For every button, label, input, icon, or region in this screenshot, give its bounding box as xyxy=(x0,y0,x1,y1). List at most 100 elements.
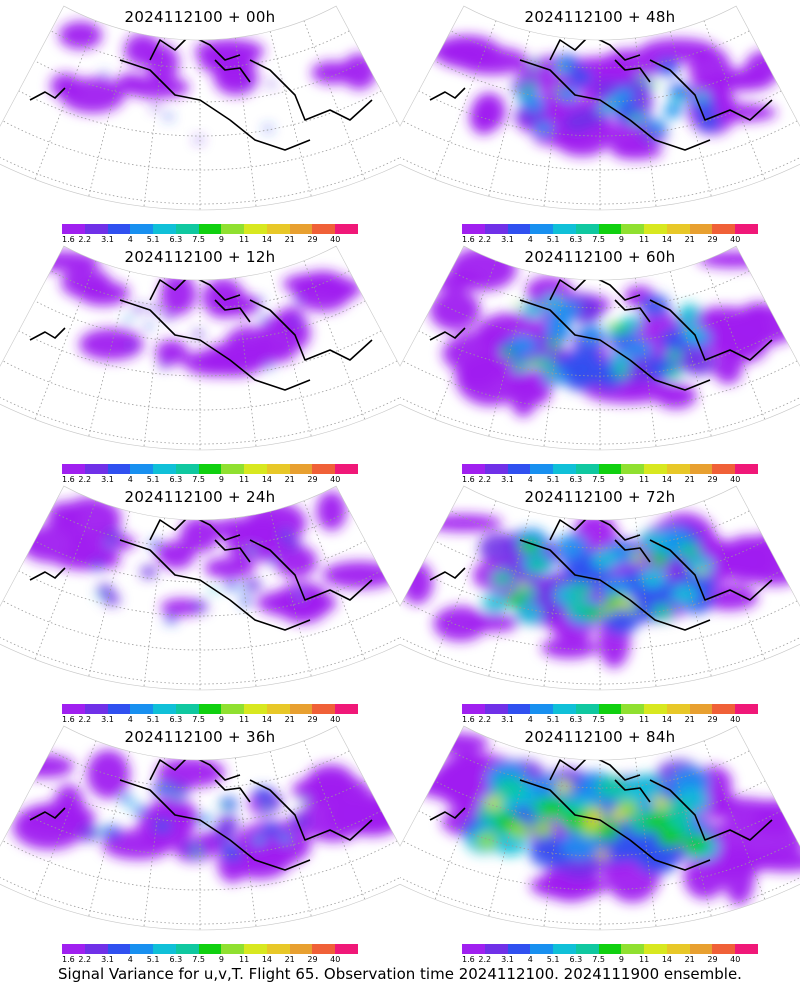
panel-title: 2024112100 + 60h xyxy=(524,248,676,266)
colorbar-tick-label: 4 xyxy=(127,235,133,244)
colorbar-tick-label: 1.6 xyxy=(62,715,75,724)
colorbar-segment xyxy=(312,944,336,954)
colorbar-segment xyxy=(735,944,758,954)
forecast-panel: 2024112100 + 84h 1.6 2.2 3.1 4 5.1 6.3 7.5 9 11 14… xyxy=(400,720,800,964)
colorbar-segment xyxy=(175,704,199,714)
colorbar-tick-label: 2.2 xyxy=(478,475,492,484)
colorbar-tick-label: 21 xyxy=(284,715,295,724)
colorbar-segment xyxy=(153,944,176,954)
colorbar-segment xyxy=(107,464,131,474)
colorbar-segment xyxy=(84,704,108,714)
colorbar-tick-label: 21 xyxy=(684,715,695,724)
forecast-panel: 2024112100 + 72h 1.6 2.2 3.1 4 5.1 6.3 7.5 9 11 14… xyxy=(400,480,800,724)
colorbar-segment xyxy=(530,224,554,234)
map-plot xyxy=(0,5,400,211)
colorbar-tick-label: 29 xyxy=(707,955,718,964)
colorbar-tick-label: 3.1 xyxy=(101,235,114,244)
colorbar-segment xyxy=(335,464,358,474)
colorbar-tick-label: 2.2 xyxy=(478,955,492,964)
colorbar-segment xyxy=(289,224,313,234)
forecast-panel: 2024112100 + 24h 1.6 2.2 3.1 4 5.1 6.3 7.5 9 11 14… xyxy=(0,480,400,724)
colorbar-segment xyxy=(335,224,358,234)
colorbar-segment xyxy=(575,704,599,714)
colorbar-tick-label: 29 xyxy=(707,715,718,724)
colorbar-segment xyxy=(62,464,85,474)
colorbar-segment xyxy=(221,224,245,234)
colorbar-segment xyxy=(735,224,758,234)
colorbar-segment xyxy=(735,704,758,714)
colorbar-tick-label: 11 xyxy=(239,955,250,964)
colorbar-segment xyxy=(621,464,645,474)
colorbar-tick-label: 7.5 xyxy=(192,955,205,964)
colorbar-labels: 1.6 2.2 3.1 4 5.1 6.3 7.5 9 11 14 21 29 40 xyxy=(62,475,358,485)
colorbar-segment xyxy=(62,704,85,714)
colorbar-tick-label: 40 xyxy=(730,955,741,964)
map-plot xyxy=(0,485,400,691)
colorbar-tick-label: 1.6 xyxy=(62,475,75,484)
colorbar-segment xyxy=(689,224,713,234)
colorbar-tick-label: 3.1 xyxy=(101,715,114,724)
colorbar-tick-label: 1.6 xyxy=(462,715,475,724)
colorbar-tick-label: 11 xyxy=(639,475,650,484)
colorbar-segment xyxy=(507,464,531,474)
colorbar-segment xyxy=(130,464,154,474)
colorbar-segment xyxy=(130,944,154,954)
colorbar-tick-label: 3.1 xyxy=(101,955,114,964)
colorbar-segment xyxy=(666,224,690,234)
colorbar-tick-label: 5.1 xyxy=(546,955,560,964)
colorbar-segment xyxy=(553,464,576,474)
colorbar-segment xyxy=(484,944,508,954)
colorbar-segment xyxy=(244,224,267,234)
colorbar-tick-label: 21 xyxy=(284,235,295,244)
colorbar-segment xyxy=(507,704,531,714)
colorbar-segment xyxy=(107,944,131,954)
colorbar-segment xyxy=(130,704,154,714)
colorbar-segment xyxy=(575,224,599,234)
colorbar-tick-label: 7.5 xyxy=(192,235,205,244)
map-plot xyxy=(400,485,800,691)
colorbar-tick-label: 9 xyxy=(618,715,624,724)
colorbar-tick-label: 5.1 xyxy=(146,475,160,484)
colorbar-segment xyxy=(289,704,313,714)
colorbar-tick-label: 40 xyxy=(330,235,341,244)
colorbar-tick-label: 3.1 xyxy=(501,235,514,244)
colorbar-segment xyxy=(84,944,108,954)
colorbar xyxy=(62,464,358,474)
colorbar-segment xyxy=(553,944,576,954)
colorbar-segment xyxy=(312,464,336,474)
colorbar-segment xyxy=(175,224,199,234)
map-plot xyxy=(0,725,400,931)
colorbar-segment xyxy=(62,224,85,234)
colorbar-tick-label: 29 xyxy=(707,235,718,244)
colorbar-segment xyxy=(666,944,690,954)
panel-title: 2024112100 + 12h xyxy=(124,248,276,266)
colorbar-segment xyxy=(689,704,713,714)
colorbar-tick-label: 2.2 xyxy=(478,235,492,244)
colorbar-segment xyxy=(335,944,358,954)
colorbar-segment xyxy=(266,464,290,474)
colorbar-tick-label: 14 xyxy=(261,715,273,724)
colorbar-segment xyxy=(289,944,313,954)
colorbar-tick-label: 5.1 xyxy=(146,235,160,244)
colorbar-tick-label: 40 xyxy=(730,715,741,724)
colorbar-tick-label: 14 xyxy=(261,475,273,484)
map-plot xyxy=(400,725,800,931)
colorbar-segment xyxy=(553,704,576,714)
colorbar-segment xyxy=(598,464,622,474)
colorbar-segment xyxy=(153,704,176,714)
colorbar-tick-label: 6.3 xyxy=(169,955,183,964)
colorbar-tick-label: 2.2 xyxy=(78,475,92,484)
forecast-panel: 2024112100 + 36h 1.6 2.2 3.1 4 5.1 6.3 7.5 9 11 14… xyxy=(0,720,400,964)
colorbar-segment xyxy=(130,224,154,234)
colorbar-tick-label: 29 xyxy=(707,475,718,484)
colorbar-segment xyxy=(553,224,576,234)
colorbar-segment xyxy=(244,464,267,474)
colorbar-tick-label: 14 xyxy=(661,235,673,244)
colorbar-segment xyxy=(266,944,290,954)
colorbar-tick-label: 14 xyxy=(261,235,273,244)
colorbar-segment xyxy=(462,704,485,714)
colorbar-segment xyxy=(84,224,108,234)
colorbar-tick-label: 1.6 xyxy=(462,235,475,244)
colorbar-segment xyxy=(175,464,199,474)
colorbar-tick-label: 7.5 xyxy=(192,715,205,724)
